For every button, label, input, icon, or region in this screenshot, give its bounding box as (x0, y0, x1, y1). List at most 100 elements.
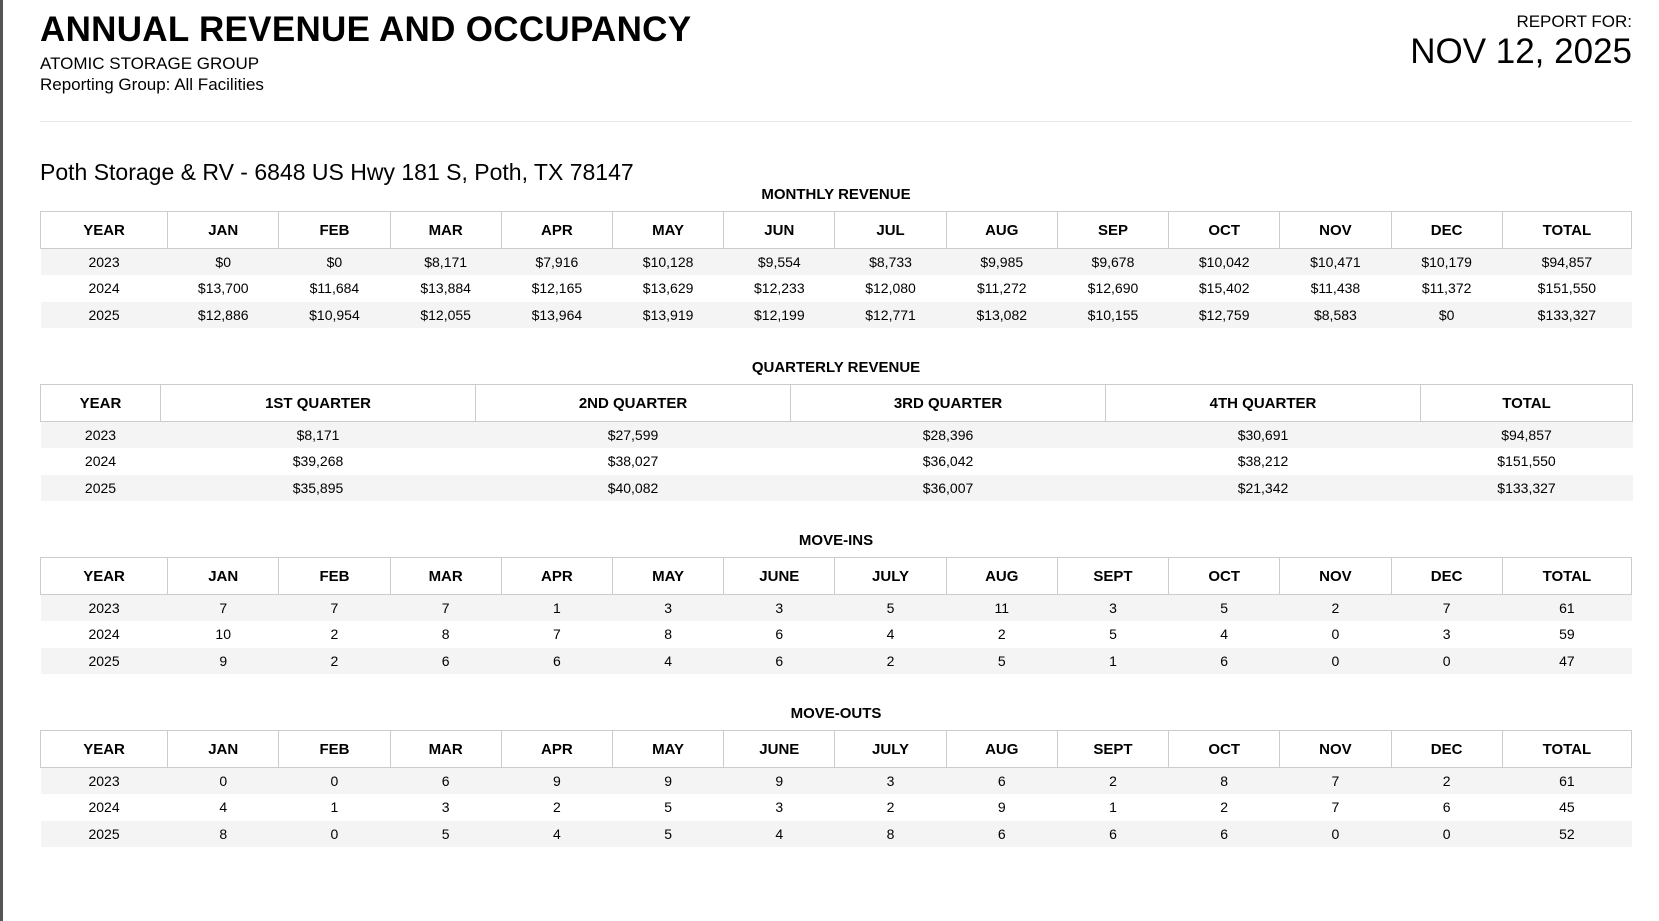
column-header: TOTAL (1501, 211, 1633, 249)
value-cell: 2 (1391, 767, 1503, 794)
value-cell: 1 (278, 794, 391, 821)
column-header: TOTAL (1501, 557, 1633, 595)
monthly-revenue-table: YEAR JAN FEB MAR APR MAY JUN JUL AUG SEP OCT NOV DEC… (39, 211, 1633, 328)
value-cell: 0 (1279, 820, 1392, 847)
report-header: ANNUAL REVENUE AND OCCUPANCY ATOMIC STOR… (40, 0, 1632, 122)
table-row: 2024 4 1 3 2 5 3 2 9 1 2 7 6 45 (40, 794, 1632, 821)
value-cell: $30,691 (1105, 421, 1421, 448)
value-cell: 0 (1391, 820, 1503, 847)
table-row: 2024 $39,268 $38,027 $36,042 $38,212 $151,550 (40, 448, 1633, 475)
value-cell: 4 (501, 820, 613, 847)
table-header-row: YEAR JAN FEB MAR APR MAY JUN JUL AUG SEP OCT NOV DEC… (39, 211, 1633, 249)
value-cell: 2 (501, 794, 613, 821)
value-cell: 0 (1391, 647, 1503, 674)
column-header: JUNE (723, 557, 836, 595)
column-header: MAY (611, 211, 725, 249)
value-cell: 7 (1279, 767, 1392, 794)
value-cell: 9 (167, 647, 279, 674)
value-cell: 2 (1168, 794, 1280, 821)
value-cell: $11,272 (946, 275, 1058, 302)
value-cell: 7 (501, 621, 613, 648)
value-cell: 61 (1502, 767, 1632, 794)
value-cell: $28,396 (790, 421, 1106, 448)
value-cell: $8,171 (160, 421, 476, 448)
value-cell: 47 (1502, 647, 1632, 674)
report-for-label: REPORT FOR: (1516, 12, 1632, 31)
left-border-rule (0, 0, 3, 921)
column-header: OCT (1168, 730, 1281, 768)
value-cell: 0 (167, 767, 279, 794)
column-header: SEPT (1056, 730, 1170, 768)
value-cell: 8 (612, 621, 724, 648)
value-cell: $11,438 (1279, 275, 1392, 302)
value-cell: 61 (1502, 594, 1632, 621)
value-cell: 5 (1057, 621, 1169, 648)
value-cell: 7 (1391, 594, 1503, 621)
value-cell: $10,128 (612, 248, 724, 275)
value-cell: $12,233 (723, 275, 835, 302)
value-cell: 8 (167, 820, 279, 847)
value-cell: 9 (612, 767, 724, 794)
value-cell: 4 (723, 820, 835, 847)
value-cell: $38,027 (475, 448, 791, 475)
reporting-group: Reporting Group: All Facilities (40, 75, 264, 94)
table-row: 2025 9 2 6 6 4 6 2 5 1 6 0 0 47 (40, 647, 1632, 674)
table-row: 2023 $0 $0 $8,171 $7,916 $10,128 $9,554 $8,733 $… (40, 248, 1632, 275)
column-header: 2ND QUARTER (475, 384, 791, 422)
value-cell: 1 (501, 594, 613, 621)
column-header: 1ST QUARTER (160, 384, 476, 422)
value-cell: $36,007 (790, 474, 1106, 501)
value-cell: 2 (946, 621, 1058, 648)
value-cell: $10,179 (1391, 248, 1503, 275)
value-cell: 5 (946, 647, 1058, 674)
column-header: DEC (1390, 211, 1503, 249)
value-cell: 4 (1168, 621, 1280, 648)
report-content: ANNUAL REVENUE AND OCCUPANCY ATOMIC STOR… (39, 0, 1633, 847)
move-outs-section: MOVE-OUTS YEAR JAN FEB MAR APR MAY JUNE JULY AUG… (39, 704, 1633, 847)
table-header-row: YEAR JAN FEB MAR APR MAY JUNE JULY AUG SEPT OCT NOV… (39, 730, 1633, 768)
value-cell: $13,919 (612, 301, 724, 328)
table-header-row: YEAR JAN FEB MAR APR MAY JUNE JULY AUG SEPT OCT NOV… (39, 557, 1633, 595)
monthly-revenue-section: MONTHLY REVENUE YEAR JAN FEB MAR APR MAY JUN JU… (39, 185, 1633, 328)
value-cell: 8 (390, 621, 502, 648)
table-row: 2023 0 0 6 9 9 9 3 6 2 8 7 2 61 (40, 767, 1632, 794)
value-cell: 6 (1391, 794, 1503, 821)
value-cell: $27,599 (475, 421, 791, 448)
value-cell: $35,895 (160, 474, 476, 501)
column-header: TOTAL (1501, 730, 1633, 768)
value-cell: $12,771 (834, 301, 947, 328)
value-cell: $9,554 (723, 248, 835, 275)
year-cell: 2024 (40, 621, 168, 648)
value-cell: $12,886 (167, 301, 279, 328)
year-cell: 2025 (40, 820, 168, 847)
value-cell: 52 (1502, 820, 1632, 847)
value-cell: $13,700 (167, 275, 279, 302)
value-cell: 9 (723, 767, 835, 794)
column-header: APR (500, 211, 613, 249)
table-row: 2024 10 2 8 7 8 6 4 2 5 4 0 3 59 (40, 621, 1632, 648)
value-cell: 9 (501, 767, 613, 794)
value-cell: $8,583 (1279, 301, 1392, 328)
column-header: JAN (167, 557, 280, 595)
value-cell: $94,857 (1420, 421, 1633, 448)
value-cell: 6 (946, 767, 1058, 794)
value-cell: $10,471 (1279, 248, 1392, 275)
value-cell: $12,690 (1057, 275, 1169, 302)
column-header: SEP (1056, 211, 1170, 249)
value-cell: $21,342 (1105, 474, 1421, 501)
value-cell: 59 (1502, 621, 1632, 648)
value-cell: 2 (278, 647, 391, 674)
column-header: YEAR (39, 211, 169, 249)
value-cell: $133,327 (1420, 474, 1633, 501)
column-header: FEB (278, 211, 391, 249)
value-cell: 0 (1279, 621, 1392, 648)
move-ins-table: YEAR JAN FEB MAR APR MAY JUNE JULY AUG SEPT OCT NOV… (39, 557, 1633, 674)
column-header: JULY (834, 557, 947, 595)
value-cell: 2 (1057, 767, 1169, 794)
value-cell: $94,857 (1502, 248, 1632, 275)
value-cell: $39,268 (160, 448, 476, 475)
value-cell: 3 (1391, 621, 1503, 648)
value-cell: 6 (390, 767, 502, 794)
value-cell: $7,916 (501, 248, 613, 275)
